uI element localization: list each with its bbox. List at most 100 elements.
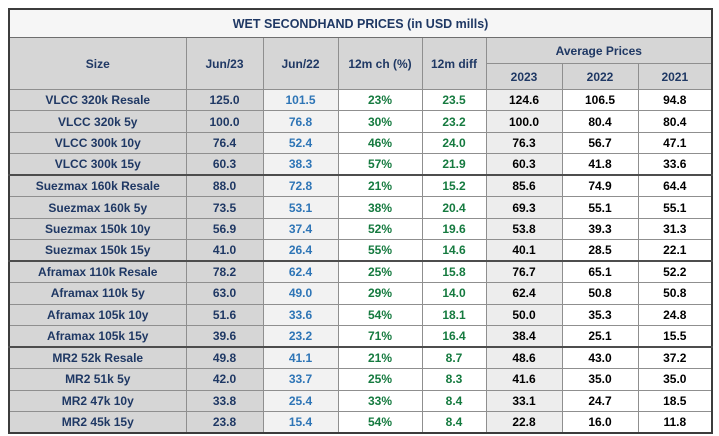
cell-ch: 55% (337, 239, 423, 262)
column-header-size: Size (8, 37, 187, 90)
cell-a2022: 50.8 (561, 282, 639, 305)
cell-a2021: 37.2 (637, 346, 713, 370)
cell-a2021: 55.1 (637, 196, 713, 219)
cell-ch: 29% (337, 282, 423, 305)
cell-size: Aframax 105k 10y (8, 303, 187, 327)
cell-jun23: 51.6 (185, 303, 264, 327)
cell-jun23: 63.0 (185, 282, 264, 305)
cell-diff: 16.4 (421, 325, 487, 348)
table-row: MR2 45k 15y 23.8 15.4 54% 8.4 22.8 16.0 11.8 (8, 411, 713, 434)
cell-jun22: 41.1 (262, 346, 339, 370)
cell-diff: 15.2 (421, 174, 487, 198)
cell-jun23: 39.6 (185, 325, 264, 348)
cell-jun22: 23.2 (262, 325, 339, 348)
cell-jun22: 76.8 (262, 110, 339, 133)
cell-size: Aframax 110k Resale (8, 260, 187, 284)
cell-jun22: 15.4 (262, 411, 339, 434)
cell-diff: 8.3 (421, 368, 487, 391)
cell-a2022: 74.9 (561, 174, 639, 198)
column-header-12m-change: 12m ch (%) (337, 37, 423, 90)
cell-jun23: 56.9 (185, 217, 264, 241)
table-row: Aframax 105k 15y 39.6 23.2 71% 16.4 38.4 25.1 1… (8, 325, 713, 348)
wet-secondhand-prices-table: WET SECONDHAND PRICES (in USD mills) Siz… (8, 8, 714, 434)
cell-jun22: 38.3 (262, 153, 339, 176)
cell-a2022: 65.1 (561, 260, 639, 284)
cell-a2021: 64.4 (637, 174, 713, 198)
table-row: Aframax 105k 10y 51.6 33.6 54% 18.1 50.0 35.3 2… (8, 303, 713, 327)
cell-ch: 54% (337, 411, 423, 434)
cell-diff: 24.0 (421, 131, 487, 155)
cell-size: Aframax 105k 15y (8, 325, 187, 348)
cell-ch: 54% (337, 303, 423, 327)
cell-jun22: 53.1 (262, 196, 339, 219)
cell-diff: 14.6 (421, 239, 487, 262)
cell-ch: 57% (337, 153, 423, 176)
cell-size: Suezmax 160k 5y (8, 196, 187, 219)
cell-diff: 21.9 (421, 153, 487, 176)
cell-ch: 46% (337, 131, 423, 155)
cell-a2021: 47.1 (637, 131, 713, 155)
table-title: WET SECONDHAND PRICES (in USD mills) (8, 8, 713, 38)
cell-jun22: 62.4 (262, 260, 339, 284)
cell-jun22: 37.4 (262, 217, 339, 241)
cell-a2023: 40.1 (485, 239, 563, 262)
cell-a2021: 35.0 (637, 368, 713, 391)
cell-a2022: 24.7 (561, 389, 639, 413)
cell-a2023: 41.6 (485, 368, 563, 391)
cell-jun22: 52.4 (262, 131, 339, 155)
column-group-average-prices: Average Prices (485, 37, 713, 64)
cell-jun23: 42.0 (185, 368, 264, 391)
cell-a2022: 56.7 (561, 131, 639, 155)
column-header-jun22: Jun/22 (262, 37, 339, 90)
cell-ch: 25% (337, 260, 423, 284)
cell-a2023: 62.4 (485, 282, 563, 305)
cell-a2021: 33.6 (637, 153, 713, 176)
cell-a2021: 22.1 (637, 239, 713, 262)
cell-diff: 8.7 (421, 346, 487, 370)
header-row-years: 2023 2022 2021 (9, 63, 713, 90)
table-row: Aframax 110k 5y 63.0 49.0 29% 14.0 62.4 50.8 50… (8, 282, 713, 305)
cell-jun23: 78.2 (185, 260, 264, 284)
cell-a2022: 39.3 (561, 217, 639, 241)
cell-size: Suezmax 160k Resale (8, 174, 187, 198)
cell-diff: 15.8 (421, 260, 487, 284)
cell-a2023: 69.3 (485, 196, 563, 219)
cell-diff: 20.4 (421, 196, 487, 219)
cell-jun23: 41.0 (185, 239, 264, 262)
cell-ch: 23% (337, 88, 423, 112)
cell-a2022: 106.5 (561, 88, 639, 112)
cell-ch: 25% (337, 368, 423, 391)
cell-ch: 33% (337, 389, 423, 413)
cell-a2023: 60.3 (485, 153, 563, 176)
cell-a2022: 28.5 (561, 239, 639, 262)
cell-size: MR2 47k 10y (8, 389, 187, 413)
cell-jun23: 100.0 (185, 110, 264, 133)
cell-jun22: 26.4 (262, 239, 339, 262)
table-row: Suezmax 150k 15y 41.0 26.4 55% 14.6 40.1 28.5 2… (8, 239, 713, 262)
column-header-2022: 2022 (561, 63, 639, 90)
cell-a2021: 94.8 (637, 88, 713, 112)
cell-a2022: 35.3 (561, 303, 639, 327)
cell-a2023: 48.6 (485, 346, 563, 370)
cell-ch: 30% (337, 110, 423, 133)
cell-a2021: 18.5 (637, 389, 713, 413)
cell-ch: 71% (337, 325, 423, 348)
cell-a2022: 80.4 (561, 110, 639, 133)
cell-size: MR2 52k Resale (8, 346, 187, 370)
table-row: MR2 52k Resale 49.8 41.1 21% 8.7 48.6 43.0 37.2 (8, 346, 713, 370)
cell-jun22: 25.4 (262, 389, 339, 413)
cell-size: MR2 51k 5y (8, 368, 187, 391)
cell-size: VLCC 320k 5y (8, 110, 187, 133)
cell-size: VLCC 320k Resale (8, 88, 187, 112)
cell-diff: 23.5 (421, 88, 487, 112)
table-row: VLCC 300k 10y 76.4 52.4 46% 24.0 76.3 56.7 47.1 (8, 131, 713, 155)
cell-jun23: 60.3 (185, 153, 264, 176)
table-row: Suezmax 150k 10y 56.9 37.4 52% 19.6 53.8 39.3 3… (8, 217, 713, 241)
cell-a2021: 31.3 (637, 217, 713, 241)
cell-jun23: 125.0 (185, 88, 264, 112)
cell-jun23: 88.0 (185, 174, 264, 198)
table-row: Aframax 110k Resale 78.2 62.4 25% 15.8 76.7 65… (8, 260, 713, 284)
cell-jun22: 49.0 (262, 282, 339, 305)
cell-diff: 14.0 (421, 282, 487, 305)
cell-jun22: 101.5 (262, 88, 339, 112)
